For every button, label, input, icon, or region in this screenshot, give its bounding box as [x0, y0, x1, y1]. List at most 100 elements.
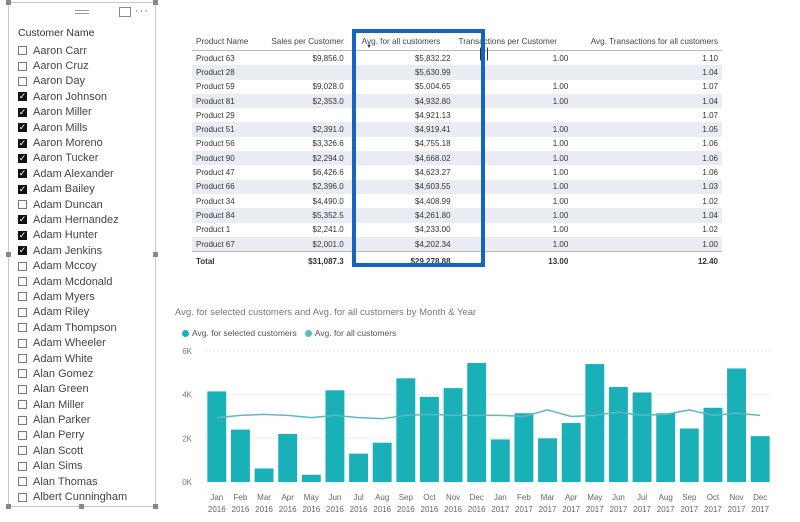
checkbox-checked-icon[interactable]: ✓	[18, 122, 27, 133]
sort-descending-icon[interactable]: ▼	[366, 44, 372, 50]
x-tick-year: 2017	[586, 505, 604, 514]
x-tick-year: 2017	[751, 505, 769, 514]
checkbox-unchecked-icon[interactable]	[18, 61, 27, 71]
checkbox-unchecked-icon[interactable]	[18, 400, 27, 410]
slicer-item[interactable]: Alan Sims	[18, 459, 127, 474]
slicer-item-label: Aaron Cruz	[33, 60, 89, 73]
slicer-item[interactable]: Albert Cunningham	[18, 489, 127, 504]
checkbox-unchecked-icon[interactable]	[18, 200, 27, 210]
slicer-item[interactable]: Adam Mcdonald	[18, 274, 127, 289]
slicer-item[interactable]: Aaron Carr	[18, 43, 127, 58]
table-cell: $9,856.0	[312, 53, 344, 63]
checkbox-unchecked-icon[interactable]	[18, 261, 27, 271]
slicer-item[interactable]: ✓ Adam Jenkins	[18, 243, 127, 258]
bar	[632, 392, 652, 482]
slicer-item[interactable]: Adam Riley	[18, 305, 127, 320]
checkbox-unchecked-icon[interactable]	[18, 369, 27, 379]
slicer-item[interactable]: ✓ Adam Bailey	[18, 182, 127, 197]
slicer-item[interactable]: Adam Mccoy	[18, 258, 127, 273]
drag-grip-icon[interactable]	[75, 10, 89, 14]
slicer-item[interactable]: Alan Thomas	[18, 474, 127, 489]
checkbox-unchecked-icon[interactable]	[18, 354, 27, 363]
slicer-item[interactable]: ✓ Aaron Johnson	[18, 89, 127, 104]
table-cell: $5,004.65	[414, 82, 451, 92]
column-header[interactable]: Sales per Customer	[258, 32, 348, 51]
x-tick-year: 2016	[326, 505, 344, 514]
column-header[interactable]: Product Name	[192, 32, 259, 51]
checkbox-unchecked-icon[interactable]	[18, 415, 27, 425]
column-header[interactable]: Avg. Transactions for all customers	[572, 32, 722, 51]
slicer-item[interactable]: ✓ Aaron Mills	[18, 120, 127, 135]
checkbox-unchecked-icon[interactable]	[18, 307, 27, 317]
bar	[325, 390, 345, 482]
total-cell: $31,087.3	[258, 251, 348, 271]
slicer-item[interactable]: ✓ Aaron Moreno	[18, 135, 127, 150]
checkbox-checked-icon[interactable]: ✓	[18, 137, 27, 148]
x-tick-month: Sep	[682, 493, 697, 502]
slicer-item[interactable]: Alan Green	[18, 382, 127, 397]
bar	[443, 388, 463, 482]
legend-label: Avg. for selected customers	[192, 328, 297, 338]
checkbox-unchecked-icon[interactable]	[18, 338, 27, 348]
column-header[interactable]: Avg. for all customers	[347, 32, 455, 51]
legend-item-all[interactable]: Avg. for all customers	[304, 328, 396, 338]
checkbox-checked-icon[interactable]: ✓	[18, 245, 27, 256]
slicer-item[interactable]: ✓ Aaron Tucker	[18, 151, 127, 166]
checkbox-checked-icon[interactable]: ✓	[18, 183, 27, 194]
checkbox-unchecked-icon[interactable]	[18, 446, 27, 456]
slicer-item[interactable]: Adam White	[18, 351, 127, 366]
checkbox-unchecked-icon[interactable]	[18, 461, 27, 471]
resize-handle[interactable]	[6, 252, 11, 257]
slicer-item-label: Alan Miller	[33, 398, 85, 411]
slicer-item[interactable]: ✓ Adam Hunter	[18, 228, 127, 243]
slicer-item[interactable]: Aaron Day	[18, 74, 127, 89]
slicer-item[interactable]: Alan Perry	[18, 428, 127, 443]
slicer-item[interactable]: Alan Scott	[18, 443, 127, 458]
table-cell: 1.07	[702, 110, 718, 120]
resize-handle[interactable]	[79, 504, 84, 509]
slicer-item[interactable]: ✓ Adam Hernandez	[18, 212, 127, 227]
x-tick-year: 2017	[680, 505, 698, 514]
resize-handle[interactable]	[153, 0, 158, 5]
slicer-item[interactable]: Alan Gomez	[18, 366, 127, 381]
checkbox-unchecked-icon[interactable]	[18, 430, 27, 440]
slicer-item[interactable]: Adam Duncan	[18, 197, 127, 212]
checkbox-checked-icon[interactable]: ✓	[18, 229, 27, 240]
checkbox-checked-icon[interactable]: ✓	[18, 214, 27, 225]
checkbox-unchecked-icon[interactable]	[18, 323, 27, 333]
checkbox-checked-icon[interactable]: ✓	[18, 91, 27, 102]
slicer-item[interactable]: Alan Miller	[18, 397, 127, 412]
y-tick-label: 6K	[182, 347, 192, 356]
resize-handle[interactable]	[6, 0, 11, 5]
resize-handle[interactable]	[6, 504, 11, 509]
slicer-item[interactable]: ✓ Adam Alexander	[18, 166, 127, 181]
checkbox-unchecked-icon[interactable]	[18, 292, 27, 302]
checkbox-checked-icon[interactable]: ✓	[18, 152, 27, 163]
checkbox-unchecked-icon[interactable]	[18, 384, 27, 394]
slicer-item-label: Aaron Mills	[33, 121, 88, 134]
slicer-item-label: Albert Cunningham	[33, 491, 128, 504]
slicer-item[interactable]: ✓ Aaron Miller	[18, 105, 127, 120]
slicer-item[interactable]: Aaron Cruz	[18, 58, 127, 73]
legend-item-selected[interactable]: Avg. for selected customers	[182, 328, 297, 338]
slicer-item[interactable]: Adam Myers	[18, 289, 127, 304]
checkbox-checked-icon[interactable]: ✓	[18, 106, 27, 117]
x-tick-month: Aug	[375, 493, 389, 502]
more-options-icon[interactable]: ···	[135, 5, 149, 17]
slicer-item[interactable]: Alan Parker	[18, 412, 127, 427]
focus-mode-icon[interactable]	[119, 7, 131, 17]
table-cell: Product 28	[192, 65, 259, 80]
resize-handle[interactable]	[153, 252, 158, 257]
x-tick-year: 2016	[350, 505, 368, 514]
slicer-item[interactable]: Adam Wheeler	[18, 335, 127, 350]
checkbox-checked-icon[interactable]: ✓	[18, 168, 27, 179]
resize-handle[interactable]	[153, 504, 158, 509]
table-body: Product 63 $9,856.0 $5,832.22 1.00 1.10 Produ…	[192, 51, 722, 271]
x-tick-month: Dec	[753, 493, 767, 502]
checkbox-unchecked-icon[interactable]	[18, 477, 27, 487]
checkbox-unchecked-icon[interactable]	[18, 492, 27, 502]
checkbox-unchecked-icon[interactable]	[18, 76, 27, 86]
checkbox-unchecked-icon[interactable]	[18, 46, 27, 56]
slicer-item[interactable]: Adam Thompson	[18, 320, 127, 335]
checkbox-unchecked-icon[interactable]	[18, 277, 27, 287]
